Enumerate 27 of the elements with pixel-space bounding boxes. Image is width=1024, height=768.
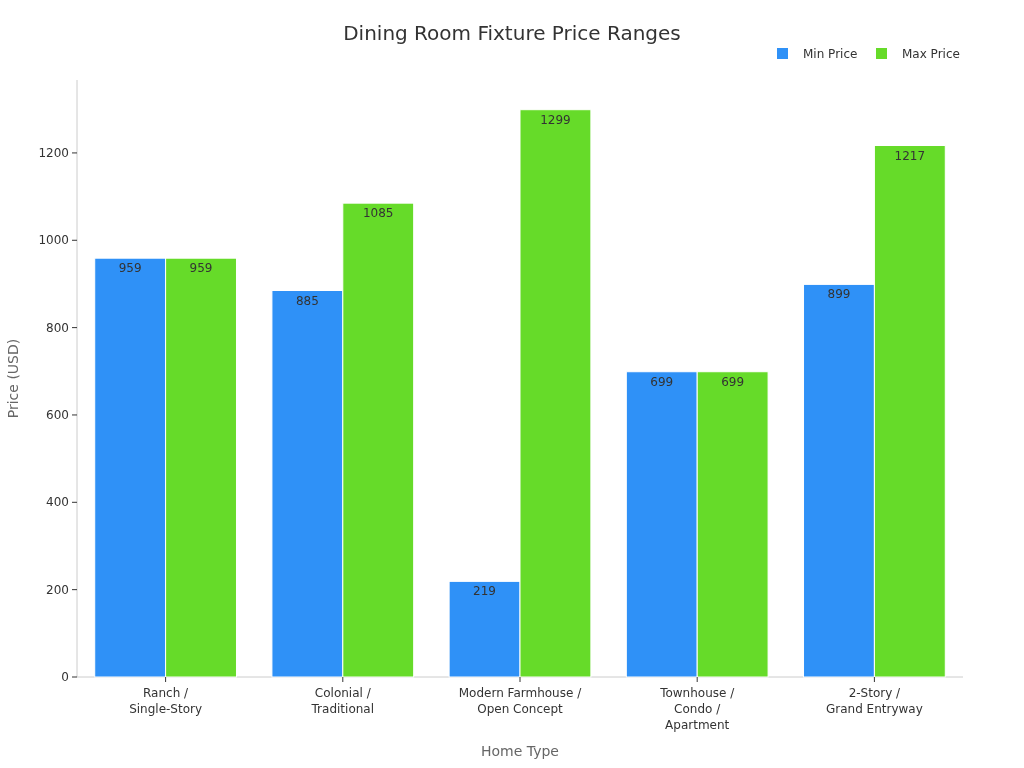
x-tick-label: Colonial / Traditional [310, 686, 375, 716]
y-tick-label: 0 [61, 670, 69, 684]
legend-label: Max Price [902, 47, 960, 61]
y-tick-label: 800 [46, 320, 69, 335]
y-tick-label: 1200 [38, 145, 69, 160]
y-axis-title: Price (USD) [5, 338, 21, 419]
y-tick-label: 1000 [38, 233, 69, 248]
data-label: 885 [295, 293, 319, 308]
data-label: 899 [827, 287, 851, 302]
data-label: 219 [473, 584, 497, 599]
data-label: 699 [650, 374, 674, 389]
x-tick-label: 2-Story / Grand Entryway [825, 686, 923, 716]
y-tick-label: 200 [46, 582, 69, 597]
legend-label: Min Price [803, 47, 858, 61]
x-tick-label: Ranch / Single-Story [129, 686, 203, 716]
x-tick-label: Townhouse / Condo / Apartment [659, 686, 736, 732]
data-label: 1217 [894, 148, 926, 163]
data-label: 699 [721, 374, 745, 389]
y-tick-label: 400 [46, 495, 69, 510]
data-label: 959 [189, 261, 213, 276]
data-label: 1085 [362, 206, 394, 221]
y-tick-label: 600 [46, 407, 69, 422]
x-axis-title: Home Type [481, 743, 559, 759]
data-label: 959 [118, 261, 142, 276]
data-label: 1299 [540, 112, 571, 127]
chart-title: Dining Room Fixture Price Ranges [343, 21, 681, 45]
x-tick-label: Modern Farmhouse / Open Concept [458, 686, 583, 716]
